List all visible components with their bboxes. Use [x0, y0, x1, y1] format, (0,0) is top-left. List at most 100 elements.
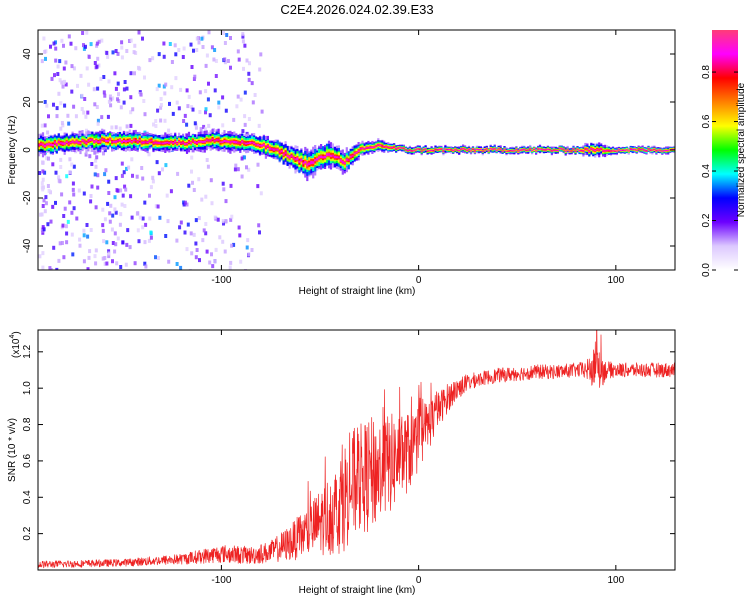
noise-cell — [117, 92, 120, 97]
ridge-cell — [312, 161, 315, 164]
noise-cell — [105, 51, 109, 55]
noise-cell — [191, 148, 195, 153]
noise-cell — [179, 220, 183, 225]
ridge-cell — [576, 148, 579, 150]
noise-cell — [171, 111, 175, 116]
noise-cell — [75, 216, 79, 221]
noise-cell — [242, 66, 245, 71]
ridge-cell — [245, 142, 248, 145]
ridge-cell — [322, 156, 325, 159]
noise-cell — [59, 157, 63, 162]
ridge-cell — [495, 149, 498, 151]
noise-cell — [44, 201, 48, 206]
ridge-cell — [428, 150, 431, 152]
noise-cell — [123, 204, 127, 208]
ridge-cell — [256, 144, 260, 146]
ridge-cell — [124, 140, 127, 143]
noise-cell — [113, 231, 117, 236]
ridge-cell — [383, 146, 386, 148]
noise-cell — [103, 93, 107, 98]
ridge-cell — [645, 150, 648, 152]
ridge-cell — [552, 149, 555, 151]
ridge-cell — [641, 148, 644, 150]
noise-cell — [195, 36, 199, 41]
ridge-cell — [556, 150, 559, 151]
ridge-cell — [365, 147, 368, 149]
noise-cell — [107, 191, 111, 195]
noise-cell — [169, 189, 173, 194]
noise-cell — [45, 103, 49, 108]
noise-cell — [41, 204, 45, 208]
noise-cell — [85, 128, 88, 133]
ridge-cell — [172, 142, 175, 144]
x-tick-label: 0 — [416, 275, 422, 286]
ridge-cell — [452, 150, 455, 151]
ridge-cell — [144, 141, 147, 143]
noise-cell — [148, 58, 152, 63]
ridge-cell — [487, 150, 490, 152]
noise-cell — [129, 95, 133, 100]
ridge-cell — [596, 148, 599, 150]
noise-cell — [58, 241, 62, 246]
noise-cell — [144, 222, 148, 227]
noise-cell — [133, 71, 136, 76]
snr-ylabel: SNR (10 * v/v) — [7, 418, 18, 482]
noise-cell — [40, 123, 44, 128]
noise-cell — [107, 251, 111, 256]
ridge-cell — [481, 150, 484, 152]
noise-cell — [81, 31, 85, 35]
ridge-cell — [122, 140, 125, 142]
noise-cell — [113, 71, 117, 76]
noise-cell — [202, 124, 206, 129]
noise-cell — [41, 160, 44, 165]
noise-cell — [71, 252, 75, 257]
ridge-cell — [580, 150, 583, 151]
ridge-cell — [81, 139, 84, 142]
noise-cell — [257, 223, 261, 228]
ridge-cell — [116, 139, 120, 142]
noise-cell — [156, 204, 160, 209]
ridge-cell — [537, 148, 540, 150]
noise-cell — [228, 265, 232, 270]
ridge-cell — [531, 150, 534, 152]
noise-cell — [76, 83, 79, 88]
noise-cell — [111, 213, 115, 218]
noise-cell — [115, 261, 119, 266]
noise-cell — [241, 39, 245, 44]
noise-cell — [120, 55, 124, 60]
ridge-cell — [389, 147, 392, 149]
ridge-cell — [414, 149, 417, 151]
noise-cell — [247, 117, 251, 121]
ridge-cell — [544, 149, 547, 151]
noise-cell — [97, 39, 101, 44]
noise-cell — [101, 207, 105, 212]
ridge-cell — [67, 142, 70, 145]
noise-cell — [87, 82, 91, 87]
ridge-cell — [655, 150, 658, 152]
ridge-cell — [420, 150, 423, 152]
ridge-cell — [444, 148, 447, 150]
noise-cell — [59, 126, 63, 131]
ridge-cell — [535, 150, 538, 152]
noise-cell — [72, 66, 76, 71]
noise-cell — [224, 108, 228, 113]
ridge-cell — [653, 148, 656, 150]
noise-cell — [61, 123, 65, 128]
ridge-cell — [462, 148, 465, 150]
ridge-cell — [438, 148, 441, 150]
ridge-cell — [260, 144, 264, 147]
noise-cell — [154, 119, 158, 123]
y-tick-label: 0.4 — [22, 490, 33, 504]
noise-cell — [67, 121, 71, 126]
ridge-cell — [564, 150, 567, 152]
noise-cell — [68, 170, 72, 175]
noise-cell — [122, 87, 126, 92]
noise-cell — [123, 80, 127, 84]
spectrogram-ticks: -100 0 100 -40 -20 0 20 40 — [22, 30, 675, 286]
ridge-cell — [128, 139, 131, 142]
noise-cell — [154, 255, 157, 260]
ridge-cell — [138, 139, 141, 141]
noise-cell — [128, 245, 132, 250]
noise-cell — [46, 130, 50, 135]
noise-cell — [195, 248, 199, 252]
